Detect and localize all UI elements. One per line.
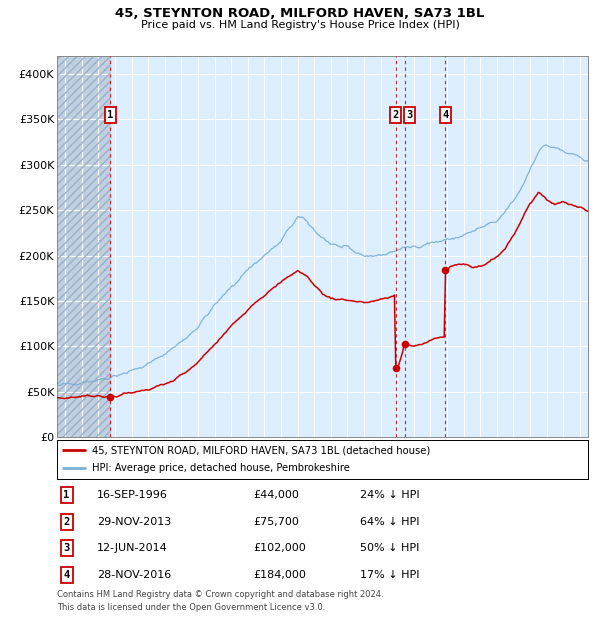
Bar (57, 56, 110, 437)
Text: 2: 2 (64, 516, 70, 527)
Text: 1: 1 (107, 110, 113, 120)
Text: 2: 2 (392, 110, 399, 120)
Text: 24% ↓ HPI: 24% ↓ HPI (359, 490, 419, 500)
Text: 45, STEYNTON ROAD, MILFORD HAVEN, SA73 1BL (detached house): 45, STEYNTON ROAD, MILFORD HAVEN, SA73 1… (92, 445, 430, 455)
Text: 28-NOV-2016: 28-NOV-2016 (97, 570, 171, 580)
Text: £44,000: £44,000 (253, 490, 299, 500)
Text: 4: 4 (442, 110, 449, 120)
Text: 29-NOV-2013: 29-NOV-2013 (97, 516, 171, 527)
Text: £184,000: £184,000 (253, 570, 307, 580)
Text: 3: 3 (64, 543, 70, 554)
Text: 16-SEP-1996: 16-SEP-1996 (97, 490, 168, 500)
Text: 1: 1 (64, 490, 70, 500)
Text: £75,700: £75,700 (253, 516, 299, 527)
Text: 17% ↓ HPI: 17% ↓ HPI (359, 570, 419, 580)
Text: 12-JUN-2014: 12-JUN-2014 (97, 543, 167, 554)
Text: £102,000: £102,000 (253, 543, 306, 554)
Text: This data is licensed under the Open Government Licence v3.0.: This data is licensed under the Open Gov… (57, 603, 325, 612)
Text: 50% ↓ HPI: 50% ↓ HPI (359, 543, 419, 554)
Text: 45, STEYNTON ROAD, MILFORD HAVEN, SA73 1BL: 45, STEYNTON ROAD, MILFORD HAVEN, SA73 1… (115, 7, 485, 20)
Text: Price paid vs. HM Land Registry's House Price Index (HPI): Price paid vs. HM Land Registry's House … (140, 20, 460, 30)
Text: 64% ↓ HPI: 64% ↓ HPI (359, 516, 419, 527)
Text: 4: 4 (64, 570, 70, 580)
Bar (57, 56, 110, 437)
Text: HPI: Average price, detached house, Pembrokeshire: HPI: Average price, detached house, Pemb… (92, 463, 349, 473)
Text: 3: 3 (406, 110, 413, 120)
Text: Contains HM Land Registry data © Crown copyright and database right 2024.: Contains HM Land Registry data © Crown c… (57, 590, 383, 600)
